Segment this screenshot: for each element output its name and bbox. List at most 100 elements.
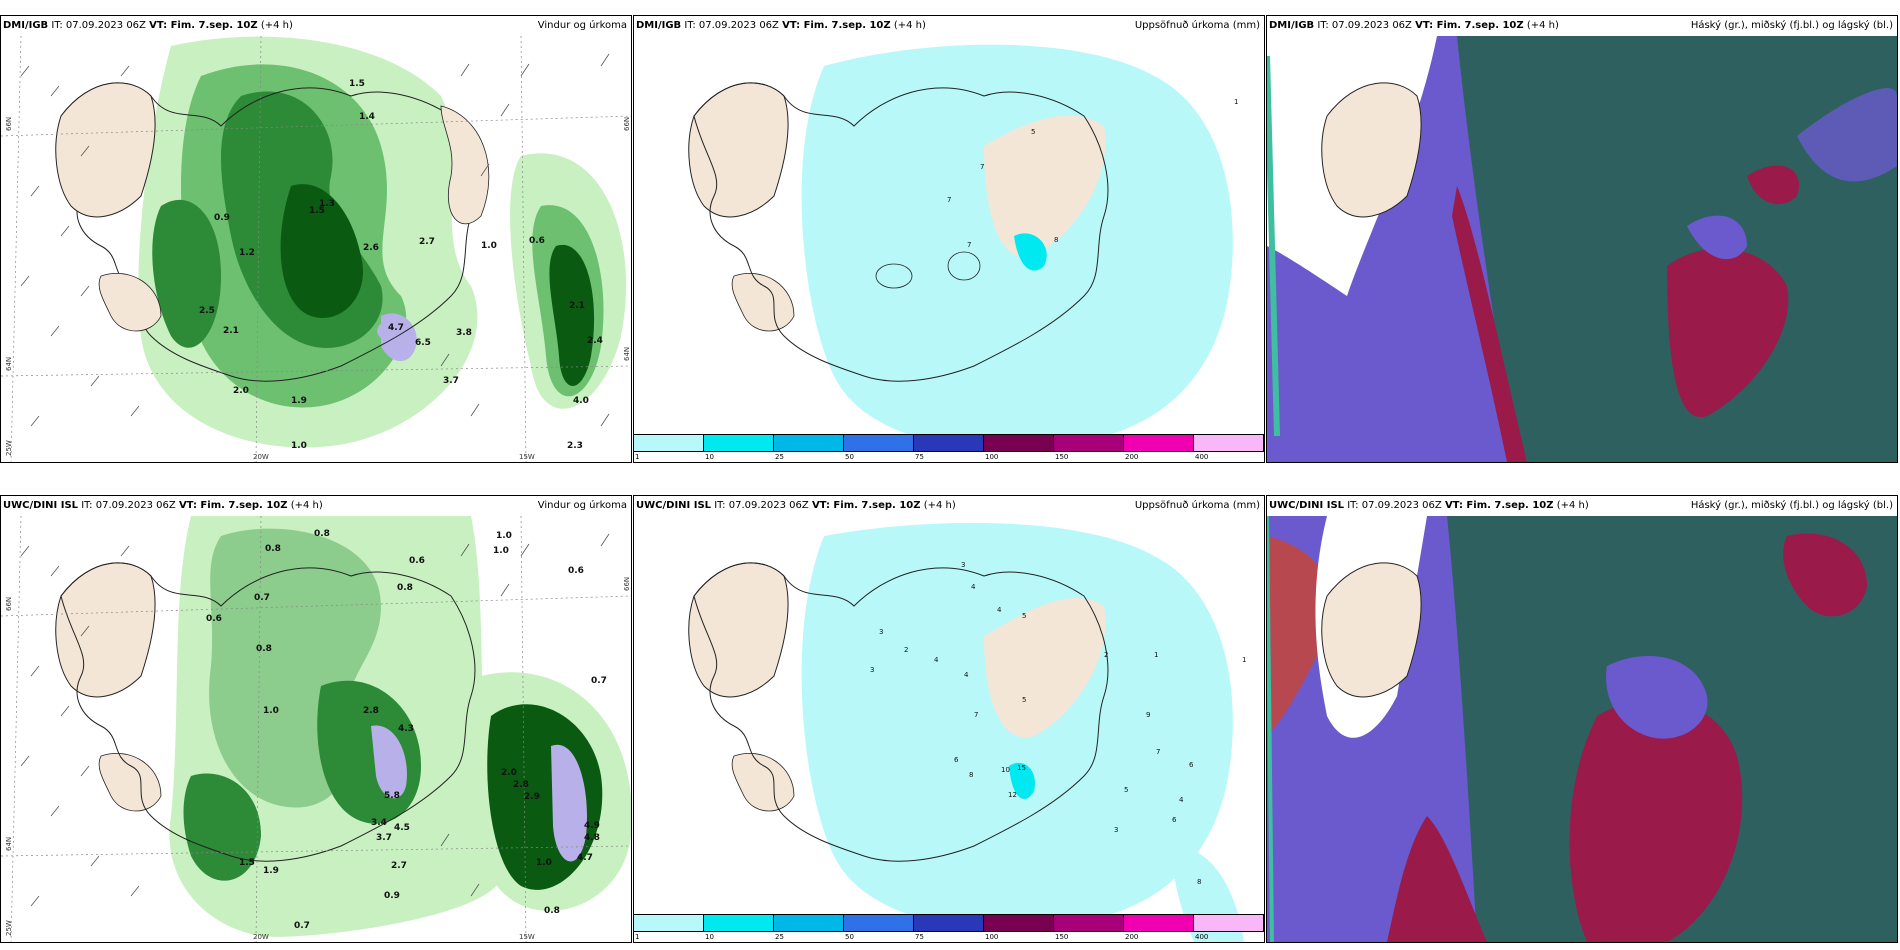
panel-bottom-accum-precip: UWC/DINI ISL IT: 07.09.2023 06Z VT: Fim.… bbox=[633, 495, 1265, 943]
precip-value: 4.3 bbox=[398, 724, 414, 734]
colorbar-tick: 25 bbox=[775, 453, 784, 461]
valid-time: VT: Fim. 7.sep. 10Z bbox=[178, 500, 288, 511]
colorbar-swatch bbox=[704, 434, 774, 452]
accum-value: 2 bbox=[1104, 651, 1109, 659]
accum-value: 7 bbox=[947, 196, 952, 204]
panel-top-wind-precip: DMI/IGB IT: 07.09.2023 06Z VT: Fim. 7.se… bbox=[0, 15, 632, 463]
panel-title: Vindur og úrkoma bbox=[537, 20, 627, 31]
colorbar-tick: 200 bbox=[1125, 453, 1139, 461]
colorbar-tick: 50 bbox=[845, 933, 854, 941]
panel-header: UWC/DINI ISL IT: 07.09.2023 06Z VT: Fim.… bbox=[1, 496, 631, 516]
map-graphic bbox=[1, 36, 631, 462]
precip-value: 0.8 bbox=[397, 583, 413, 593]
accum-value: 5 bbox=[1124, 786, 1129, 794]
precip-value: 2.8 bbox=[513, 780, 529, 790]
precip-value: 1.5 bbox=[349, 79, 365, 89]
accum-value: 7 bbox=[974, 711, 979, 719]
colorbar-swatch bbox=[1194, 434, 1264, 452]
precip-value: 1.0 bbox=[496, 531, 512, 541]
lon-label-20w: 20W bbox=[253, 453, 269, 461]
precip-value: 1.9 bbox=[291, 396, 307, 406]
colorbar-tick: 150 bbox=[1055, 933, 1069, 941]
colorbar-tick: 400 bbox=[1195, 453, 1209, 461]
colorbar-tick: 75 bbox=[915, 453, 924, 461]
precip-value: 0.7 bbox=[591, 676, 607, 686]
precip-value: 4.9 bbox=[584, 821, 600, 831]
map-area bbox=[1267, 516, 1897, 942]
model-name: DMI/IGB bbox=[1269, 20, 1315, 31]
colorbar-tick: 400 bbox=[1195, 933, 1209, 941]
precip-value: 0.8 bbox=[544, 906, 560, 916]
precip-value: 2.0 bbox=[501, 768, 517, 778]
precip-value: 0.9 bbox=[384, 891, 400, 901]
precip-value: 2.8 bbox=[363, 706, 379, 716]
precip-value: 2.6 bbox=[363, 243, 379, 253]
accum-value: 8 bbox=[969, 771, 974, 779]
colorbar-swatch bbox=[1124, 434, 1194, 452]
map-area bbox=[1, 516, 631, 942]
accum-value: 7 bbox=[967, 241, 972, 249]
precip-value: 0.7 bbox=[254, 593, 270, 603]
accum-value: 4 bbox=[997, 606, 1002, 614]
panel-header: DMI/IGB IT: 07.09.2023 06Z VT: Fim. 7.se… bbox=[634, 16, 1264, 36]
precip-value: 0.9 bbox=[214, 213, 230, 223]
lead-time: (+4 h) bbox=[893, 20, 926, 31]
precip-value: 0.6 bbox=[206, 614, 222, 624]
colorbar-swatch bbox=[704, 914, 774, 932]
precip-value: 0.6 bbox=[568, 566, 584, 576]
precip-value: 2.1 bbox=[569, 301, 585, 311]
accum-value: 8 bbox=[1197, 878, 1202, 886]
precip-value: 1.0 bbox=[481, 241, 497, 251]
colorbar-swatch bbox=[844, 914, 914, 932]
colorbar-tick: 1 bbox=[635, 933, 640, 941]
precip-value: 0.6 bbox=[529, 236, 545, 246]
colorbar-swatch bbox=[1054, 434, 1124, 452]
lat-label-64n-right: 64N bbox=[623, 346, 631, 361]
precip-value: 2.9 bbox=[524, 792, 540, 802]
accum-value: 10 bbox=[1001, 766, 1010, 774]
precip-value: 1.9 bbox=[263, 866, 279, 876]
accum-value: 6 bbox=[954, 756, 959, 764]
colorbar-swatch bbox=[844, 434, 914, 452]
colorbar-tick: 50 bbox=[845, 453, 854, 461]
valid-time: VT: Fim. 7.sep. 10Z bbox=[149, 20, 258, 31]
colorbar-tick: 150 bbox=[1055, 453, 1069, 461]
precip-value: 3.7 bbox=[376, 833, 392, 843]
map-graphic bbox=[1267, 36, 1897, 462]
accum-value: 3 bbox=[961, 561, 966, 569]
lat-label-64n: 64N bbox=[5, 836, 13, 851]
colorbar-tick: 10 bbox=[705, 933, 714, 941]
map-area bbox=[634, 516, 1264, 942]
accum-value: 8 bbox=[1054, 236, 1059, 244]
colorbar-swatch bbox=[634, 914, 704, 932]
lead-time: (+4 h) bbox=[260, 20, 293, 31]
precip-value: 0.8 bbox=[256, 644, 272, 654]
precip-value: 4.0 bbox=[573, 396, 589, 406]
precip-value: 2.0 bbox=[233, 386, 249, 396]
colorbar-tick: 200 bbox=[1125, 933, 1139, 941]
accum-value: 5 bbox=[1022, 612, 1027, 620]
precip-value: 0.8 bbox=[314, 529, 330, 539]
panel-header: UWC/DINI ISL IT: 07.09.2023 06Z VT: Fim.… bbox=[634, 496, 1264, 516]
panel-bottom-wind-precip: UWC/DINI ISL IT: 07.09.2023 06Z VT: Fim.… bbox=[0, 495, 632, 943]
precip-value: 3.4 bbox=[371, 818, 387, 828]
lead-time: (+4 h) bbox=[923, 500, 956, 511]
accum-value: 15 bbox=[1017, 764, 1026, 772]
init-time: IT: 07.09.2023 06Z bbox=[81, 500, 176, 511]
colorbar-swatch bbox=[984, 914, 1054, 932]
panel-top-clouds: DMI/IGB IT: 07.09.2023 06Z VT: Fim. 7.se… bbox=[1266, 15, 1898, 463]
precip-value: 3.8 bbox=[456, 328, 472, 338]
colorbar-tick: 100 bbox=[985, 933, 999, 941]
colorbar-swatch bbox=[774, 434, 844, 452]
valid-time: VT: Fim. 7.sep. 10Z bbox=[1444, 500, 1554, 511]
model-name: DMI/IGB bbox=[636, 20, 682, 31]
accum-value: 2 bbox=[904, 646, 909, 654]
panel-header: DMI/IGB IT: 07.09.2023 06Z VT: Fim. 7.se… bbox=[1267, 16, 1897, 36]
precip-value: 6.5 bbox=[415, 338, 431, 348]
colorbar-swatch bbox=[634, 434, 704, 452]
colorbar-swatch bbox=[1054, 914, 1124, 932]
accum-value: 6 bbox=[1189, 761, 1194, 769]
accum-value: 3 bbox=[879, 628, 884, 636]
init-time: IT: 07.09.2023 06Z bbox=[1347, 500, 1442, 511]
accum-value: 7 bbox=[980, 163, 985, 171]
